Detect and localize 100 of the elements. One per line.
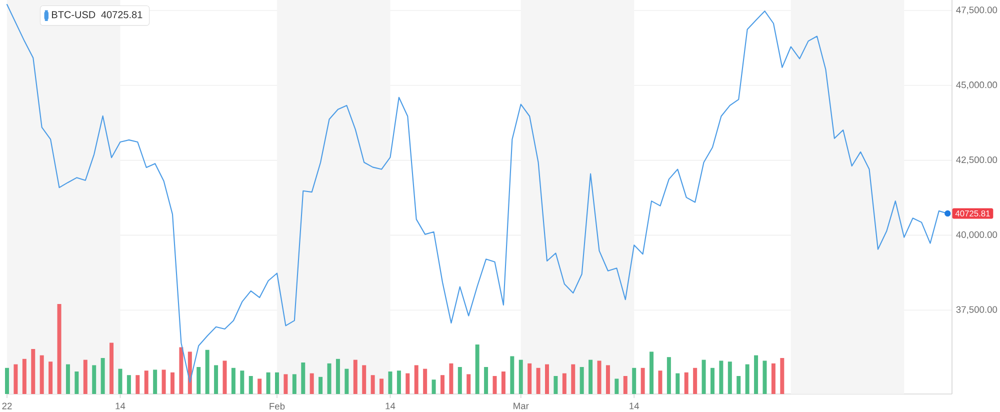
bar (292, 374, 296, 394)
bar (100, 358, 105, 394)
bar (353, 360, 358, 394)
bar (475, 344, 480, 394)
bar (528, 363, 532, 394)
bar (449, 363, 454, 394)
bar (710, 368, 714, 394)
y-tick-label: 42,500.00 (956, 156, 998, 164)
bar (74, 371, 79, 394)
bar (370, 375, 375, 394)
bar (126, 375, 131, 394)
bar (606, 365, 610, 394)
bar (162, 370, 166, 394)
bar (110, 342, 114, 394)
bar (650, 352, 654, 394)
bar (614, 378, 619, 394)
bar (336, 358, 340, 394)
bar (466, 374, 471, 394)
bar (83, 360, 88, 394)
bar (248, 376, 253, 394)
bar (693, 368, 698, 394)
bar (623, 376, 628, 394)
bar (205, 350, 210, 394)
x-tick-label: Feb (270, 402, 285, 410)
x-tick-label: 14 (386, 402, 396, 410)
bar (754, 355, 758, 394)
bar (179, 347, 184, 394)
bar (736, 376, 741, 394)
bar (118, 368, 122, 394)
bar (545, 364, 549, 394)
bar (196, 367, 201, 394)
bar (48, 362, 53, 394)
bar (492, 376, 497, 394)
bar (5, 368, 10, 394)
bar (318, 376, 323, 394)
bar (284, 374, 288, 394)
bar (388, 371, 392, 394)
bar (414, 365, 418, 394)
bar (745, 364, 750, 394)
bar (344, 368, 349, 394)
bar (780, 358, 784, 394)
legend-label: BTC-USD (52, 11, 96, 18)
x-tick-label: Mar (514, 402, 529, 410)
bar (536, 368, 540, 394)
bar (588, 360, 593, 394)
bar (31, 349, 36, 394)
bar (144, 370, 148, 394)
bar (580, 367, 584, 394)
bar (266, 372, 270, 394)
bar (571, 364, 576, 394)
bar (14, 364, 18, 394)
bar (632, 368, 636, 394)
x-tick-label: 14 (630, 402, 640, 410)
bar (66, 364, 70, 394)
bar (40, 355, 44, 394)
bar (396, 370, 401, 394)
y-tick-label: 40,000.00 (956, 231, 998, 240)
bar (380, 378, 384, 394)
bar (458, 367, 462, 394)
bar (728, 362, 732, 394)
bar (222, 360, 227, 394)
bar (170, 372, 174, 394)
x-tick-label: 22 (2, 402, 12, 410)
bar (762, 360, 767, 394)
bar (510, 356, 514, 394)
bar (771, 363, 776, 394)
bar (57, 304, 62, 394)
bar (501, 371, 506, 394)
bar (240, 370, 244, 394)
bar (301, 362, 306, 394)
bar (676, 373, 680, 394)
bar (423, 368, 428, 394)
bar (327, 363, 332, 394)
x-tick-label: 14 (116, 402, 126, 410)
y-tick-label: 45,000.00 (956, 82, 998, 90)
bar (310, 373, 314, 394)
bar (92, 365, 96, 394)
bar (258, 378, 262, 394)
bar (432, 380, 436, 394)
bar (22, 358, 26, 394)
bar (406, 373, 410, 394)
bar (153, 370, 158, 394)
bar (562, 373, 566, 394)
bar (554, 376, 558, 394)
bar (440, 375, 444, 394)
bar (231, 368, 236, 394)
bar (640, 368, 645, 394)
y-tick-label: 37,500.00 (956, 306, 998, 314)
bar (719, 360, 724, 394)
bar (702, 360, 706, 394)
bar (518, 360, 523, 394)
annotation: 40725.81 (955, 210, 990, 216)
y-tick-label: 47,500.00 (956, 6, 998, 14)
annotation: 40725.81 (101, 11, 142, 18)
bar (684, 372, 688, 394)
bar (597, 360, 602, 394)
bar (666, 357, 671, 394)
bar (484, 367, 488, 394)
bar (136, 375, 140, 394)
bar (214, 365, 218, 394)
